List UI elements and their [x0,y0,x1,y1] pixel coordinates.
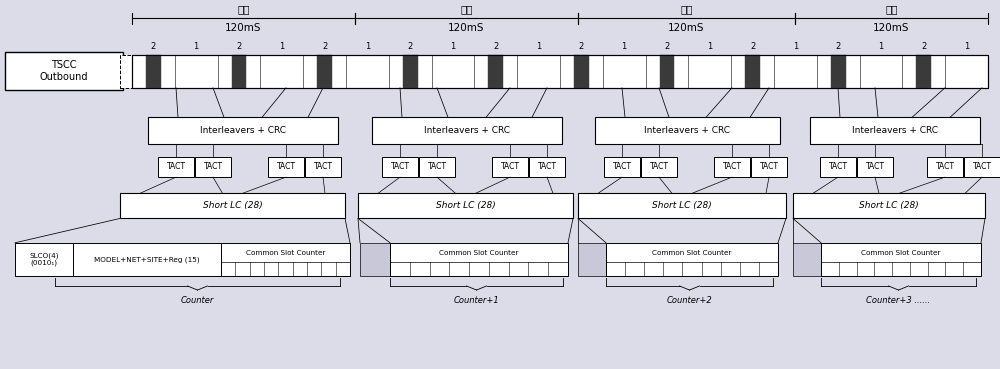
Bar [221,243,350,276]
Text: 1: 1 [878,42,884,51]
Text: 1: 1 [279,42,284,51]
Text: Short LC (28): Short LC (28) [652,201,712,210]
Text: 复硕: 复硕 [885,4,898,14]
Bar [578,243,606,276]
Bar [403,55,418,88]
Text: Common Slot Counter: Common Slot Counter [861,250,941,256]
Bar [821,243,981,276]
Text: TACT: TACT [828,162,848,172]
Text: TACT: TACT [277,162,296,172]
Bar [73,243,221,276]
Text: 2: 2 [664,42,670,51]
Text: 2: 2 [750,42,755,51]
Text: Common Slot Counter: Common Slot Counter [246,250,325,256]
Bar [120,55,132,88]
Text: Common Slot Counter: Common Slot Counter [439,250,519,256]
Bar [372,117,562,144]
Text: 1: 1 [450,42,456,51]
Bar [232,55,246,88]
Bar [268,157,304,177]
Bar [714,157,750,177]
Text: 120mS: 120mS [448,23,485,33]
Text: TACT: TACT [538,162,556,172]
Bar [305,157,341,177]
Text: TACT: TACT [390,162,410,172]
Bar [317,55,332,88]
Bar [360,243,390,276]
Bar [390,243,568,276]
Text: 2: 2 [151,42,156,51]
Text: TACT: TACT [972,162,992,172]
Bar [146,55,161,88]
Bar [120,193,345,218]
Bar [419,157,455,177]
Text: 1: 1 [194,42,199,51]
Text: MODEL+NET+SITE+Reg (15): MODEL+NET+SITE+Reg (15) [94,256,200,263]
Bar [641,157,677,177]
Text: 2: 2 [836,42,841,51]
Text: TACT: TACT [204,162,222,172]
Bar [793,243,821,276]
Bar [831,55,846,88]
Text: Common Slot Counter: Common Slot Counter [652,250,732,256]
Bar [529,157,565,177]
Bar [964,157,1000,177]
Text: TSCC
Outbound: TSCC Outbound [40,60,88,82]
Bar [595,117,780,144]
Text: TACT: TACT [866,162,885,172]
Text: 2: 2 [579,42,584,51]
Bar [751,157,787,177]
Text: Short LC (28): Short LC (28) [859,201,919,210]
Bar [132,55,988,88]
Bar [606,243,778,276]
Bar [745,55,760,88]
Bar [15,243,73,276]
Bar [574,55,589,88]
Text: 2: 2 [921,42,926,51]
Text: Interleavers + CRC: Interleavers + CRC [424,126,510,135]
Text: 2: 2 [493,42,498,51]
Text: 2: 2 [322,42,327,51]
Text: 1: 1 [793,42,798,51]
Text: TACT: TACT [428,162,446,172]
Text: Counter+1: Counter+1 [454,296,499,305]
Bar [492,157,528,177]
Text: TACT: TACT [166,162,186,172]
Text: 1: 1 [622,42,627,51]
Text: TACT: TACT [936,162,955,172]
Text: TACT: TACT [612,162,632,172]
Bar [195,157,231,177]
Text: 1: 1 [536,42,541,51]
Bar [382,157,418,177]
Bar [793,193,985,218]
Text: Counter: Counter [181,296,214,305]
Bar [820,157,856,177]
Text: 1: 1 [964,42,969,51]
Text: TACT: TACT [501,162,520,172]
Text: TACT: TACT [650,162,668,172]
Text: Counter+3 ......: Counter+3 ...... [866,296,931,305]
Text: SLCO(4)
(0010₁): SLCO(4) (0010₁) [29,252,59,266]
Text: Short LC (28): Short LC (28) [203,201,262,210]
Text: 复硕: 复硕 [460,4,473,14]
Bar [604,157,640,177]
Text: TACT: TACT [314,162,332,172]
Text: 复硕: 复硕 [680,4,693,14]
Bar [916,55,931,88]
Text: Interleavers + CRC: Interleavers + CRC [852,126,938,135]
Text: Counter+2: Counter+2 [667,296,712,305]
Bar [488,55,503,88]
Bar [810,117,980,144]
Bar [148,117,338,144]
Text: 2: 2 [236,42,242,51]
Bar [578,193,786,218]
Text: Interleavers + CRC: Interleavers + CRC [200,126,286,135]
Text: 1: 1 [707,42,712,51]
Bar [5,52,123,90]
Bar [158,157,194,177]
Text: TACT: TACT [722,162,742,172]
Text: 120mS: 120mS [873,23,910,33]
Text: Interleavers + CRC: Interleavers + CRC [644,126,730,135]
Bar [660,55,674,88]
Text: 120mS: 120mS [225,23,262,33]
